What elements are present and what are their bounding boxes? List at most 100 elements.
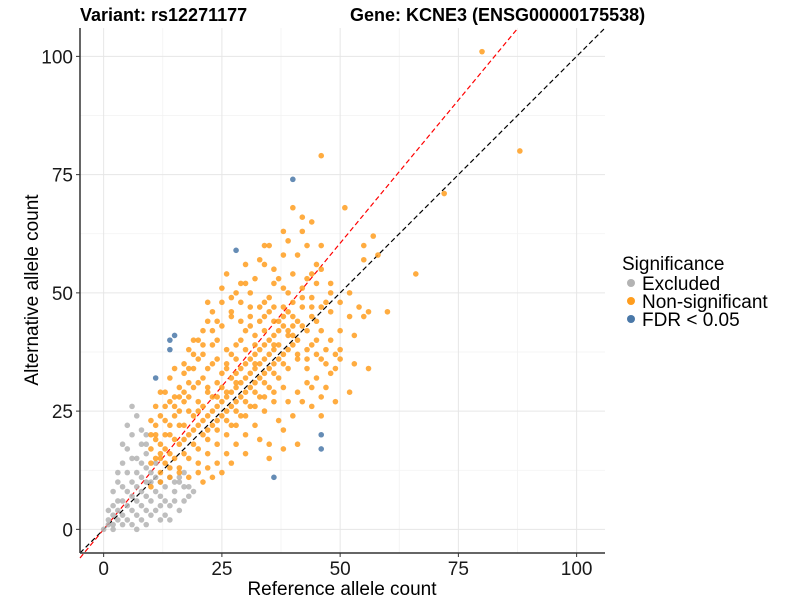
point-non-significant [223,394,230,400]
point-non-significant [219,398,225,405]
point-excluded [105,507,112,514]
point-non-significant [327,370,334,377]
point-non-significant [285,332,291,339]
point-fdr-0-05 [167,337,173,343]
point-non-significant [162,460,168,466]
point-non-significant [242,398,249,405]
point-non-significant [195,379,202,386]
point-non-significant [148,483,154,490]
point-non-significant [238,280,244,287]
point-excluded [115,498,121,504]
point-non-significant [167,398,173,405]
point-non-significant [308,313,315,320]
point-non-significant [285,346,291,353]
point-excluded [143,507,150,514]
point-excluded [176,474,183,481]
point-non-significant [185,431,192,438]
point-excluded [129,479,135,485]
point-non-significant [152,403,159,410]
point-non-significant [327,290,334,296]
point-non-significant [299,323,306,329]
point-non-significant [247,323,254,329]
point-non-significant [233,398,239,405]
point-non-significant [204,436,211,443]
series-non-significant [148,48,523,490]
point-excluded [152,460,159,466]
point-non-significant [271,346,277,353]
y-tick-label-2: 50 [52,284,73,305]
point-non-significant [200,375,206,381]
legend-swatch-fdr [627,315,635,323]
legend-swatch-non-significant [627,297,635,305]
point-non-significant [323,384,329,391]
point-excluded [119,441,126,448]
point-non-significant [285,308,291,315]
point-non-significant [181,361,187,367]
point-excluded [138,460,145,466]
point-non-significant [223,361,230,367]
point-non-significant [228,308,235,315]
point-non-significant [209,422,216,429]
point-non-significant [204,299,211,306]
point-excluded [138,427,145,433]
point-excluded [129,455,135,462]
point-non-significant [351,361,358,367]
point-excluded [148,498,154,504]
point-non-significant [195,408,202,414]
point-non-significant [204,389,211,395]
point-non-significant [256,436,263,443]
point-excluded [185,483,192,490]
point-non-significant [195,460,202,466]
point-excluded [133,483,140,490]
point-non-significant [190,427,197,433]
point-excluded [152,488,159,495]
point-non-significant [413,271,419,277]
point-excluded [129,507,135,514]
point-non-significant [157,469,164,476]
point-excluded [124,422,131,429]
point-non-significant [346,313,353,320]
point-non-significant [185,346,192,353]
point-non-significant [290,271,296,277]
point-non-significant [200,403,206,410]
point-non-significant [148,446,154,452]
point-non-significant [304,327,310,334]
point-non-significant [181,370,187,377]
point-non-significant [200,351,206,358]
point-excluded [181,483,187,490]
point-non-significant [238,365,244,372]
point-non-significant [247,403,254,410]
point-non-significant [176,469,183,476]
point-non-significant [214,318,220,325]
point-excluded [115,479,121,485]
point-non-significant [275,417,282,424]
point-excluded [115,517,121,523]
point-non-significant [299,285,306,291]
point-non-significant [266,384,272,391]
point-excluded [115,469,121,476]
point-non-significant [318,266,325,273]
point-excluded [176,507,183,514]
point-excluded [110,502,116,509]
point-non-significant [280,323,287,329]
point-non-significant [204,413,211,419]
x-tick-label-0: 0 [98,559,109,580]
point-non-significant [332,365,339,372]
point-excluded [185,493,192,500]
y-tick-label-0: 0 [62,520,73,541]
point-non-significant [176,408,183,414]
point-non-significant [157,450,164,457]
point-non-significant [190,413,197,419]
point-non-significant [313,375,320,381]
point-excluded [152,474,159,481]
point-non-significant [242,361,249,367]
point-non-significant [185,408,192,414]
point-non-significant [360,256,367,263]
point-non-significant [299,304,306,310]
point-non-significant [162,446,168,452]
point-excluded [181,469,187,476]
point-non-significant [346,290,353,296]
point-non-significant [290,332,296,339]
point-non-significant [261,242,268,249]
point-excluded [157,502,164,509]
